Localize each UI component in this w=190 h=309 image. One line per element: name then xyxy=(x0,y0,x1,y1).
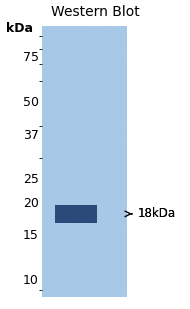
Text: Western Blot: Western Blot xyxy=(51,5,139,19)
Text: 18kDa: 18kDa xyxy=(138,207,176,220)
Text: kDa: kDa xyxy=(6,22,33,35)
Text: 18kDa: 18kDa xyxy=(138,207,176,220)
